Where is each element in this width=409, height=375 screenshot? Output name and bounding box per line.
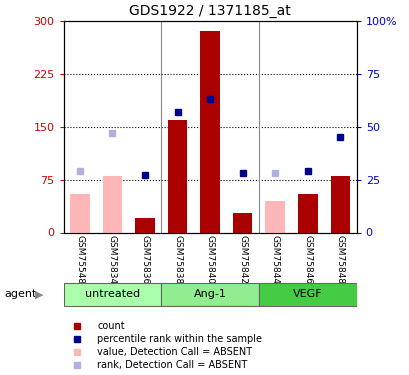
Bar — [102, 176, 122, 232]
Text: ▶: ▶ — [35, 290, 43, 299]
Bar — [200, 31, 219, 232]
Text: count: count — [97, 321, 125, 331]
Title: GDS1922 / 1371185_at: GDS1922 / 1371185_at — [129, 4, 290, 18]
Bar — [63, 283, 161, 306]
Text: GSM75844: GSM75844 — [270, 235, 279, 284]
Bar — [70, 194, 90, 232]
Bar — [167, 120, 187, 232]
Bar — [258, 283, 356, 306]
Text: GSM75848: GSM75848 — [335, 235, 344, 284]
Text: GSM75846: GSM75846 — [303, 235, 312, 284]
Text: GSM75548: GSM75548 — [75, 235, 84, 284]
Text: GSM75840: GSM75840 — [205, 235, 214, 284]
Bar — [330, 176, 349, 232]
Bar — [297, 194, 317, 232]
Bar — [161, 283, 258, 306]
Text: agent: agent — [4, 290, 36, 299]
Text: GSM75838: GSM75838 — [173, 235, 182, 284]
Text: VEGF: VEGF — [292, 290, 322, 299]
Text: GSM75836: GSM75836 — [140, 235, 149, 284]
Text: GSM75834: GSM75834 — [108, 235, 117, 284]
Text: untreated: untreated — [85, 290, 139, 299]
Text: GSM75842: GSM75842 — [238, 235, 247, 284]
Bar — [232, 213, 252, 232]
Text: Ang-1: Ang-1 — [193, 290, 226, 299]
Text: percentile rank within the sample: percentile rank within the sample — [97, 334, 262, 344]
Text: rank, Detection Call = ABSENT: rank, Detection Call = ABSENT — [97, 360, 247, 370]
Text: value, Detection Call = ABSENT: value, Detection Call = ABSENT — [97, 347, 252, 357]
Bar — [135, 218, 154, 232]
Bar — [265, 201, 284, 232]
